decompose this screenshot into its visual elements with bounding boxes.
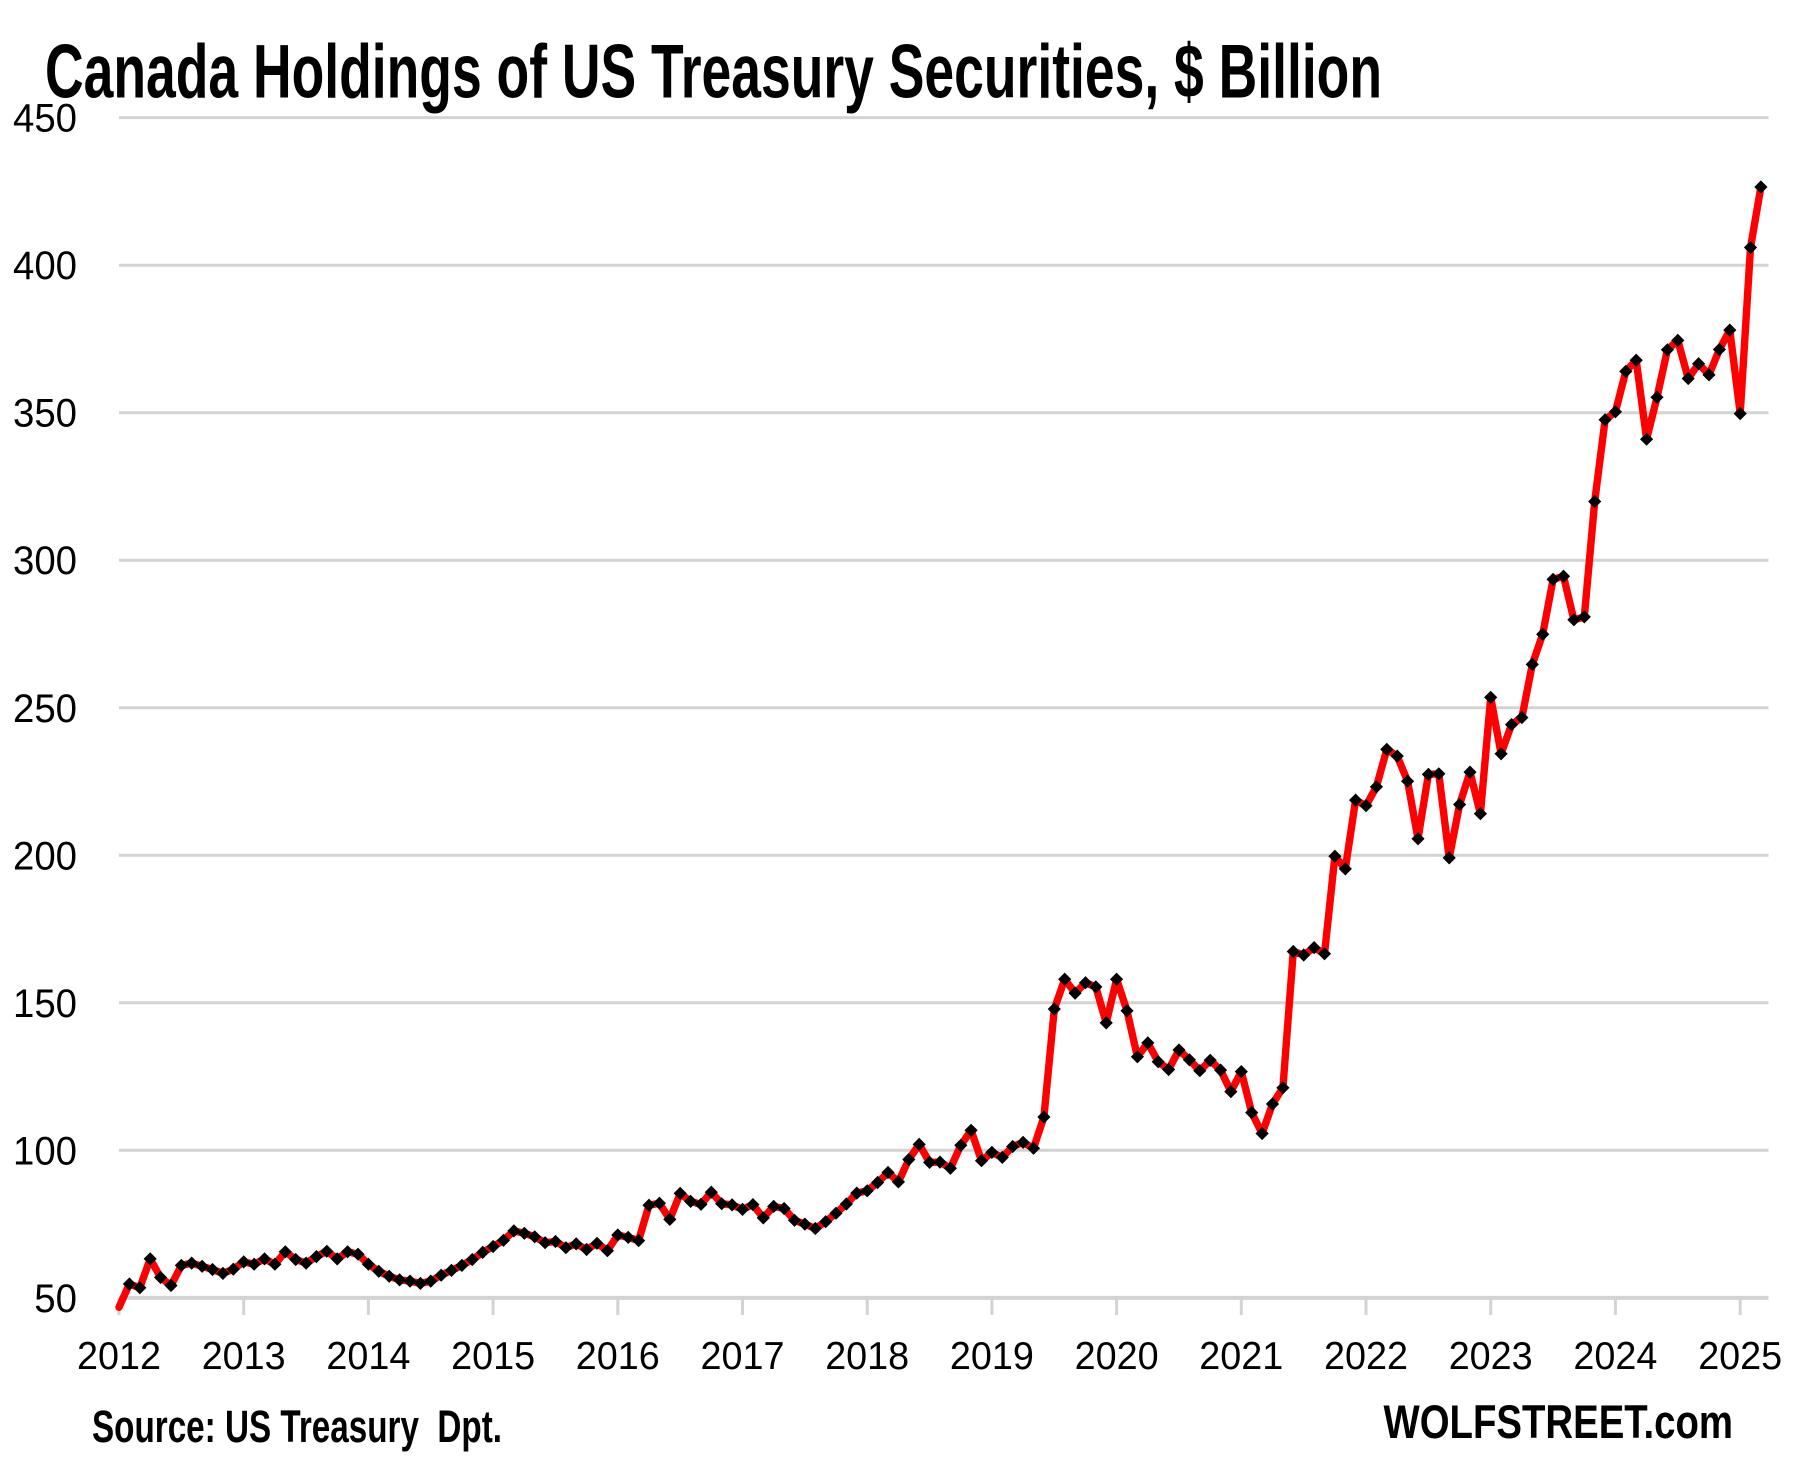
- svg-text:2013: 2013: [202, 1335, 286, 1378]
- svg-text:200: 200: [13, 834, 77, 878]
- svg-text:350: 350: [13, 392, 77, 436]
- svg-text:2012: 2012: [77, 1335, 161, 1378]
- svg-text:2022: 2022: [1324, 1335, 1408, 1378]
- svg-text:2015: 2015: [451, 1335, 535, 1378]
- svg-text:2017: 2017: [701, 1335, 785, 1378]
- svg-text:2014: 2014: [326, 1335, 410, 1378]
- svg-text:2023: 2023: [1449, 1335, 1533, 1378]
- svg-text:300: 300: [13, 539, 77, 583]
- svg-text:100: 100: [13, 1129, 77, 1173]
- svg-text:2024: 2024: [1573, 1335, 1657, 1378]
- svg-text:WOLFSTREET.com: WOLFSTREET.com: [1384, 1395, 1734, 1448]
- svg-text:2016: 2016: [576, 1335, 660, 1378]
- svg-text:150: 150: [13, 982, 77, 1026]
- svg-text:250: 250: [13, 687, 77, 731]
- svg-text:50: 50: [34, 1277, 77, 1321]
- svg-text:400: 400: [13, 244, 77, 288]
- svg-text:Canada Holdings of US Treasury: Canada Holdings of US Treasury Securitie…: [45, 30, 1382, 115]
- svg-text:2021: 2021: [1199, 1335, 1283, 1378]
- svg-text:Source: US Treasury Dpt.: Source: US Treasury Dpt.: [92, 1401, 502, 1452]
- svg-text:2020: 2020: [1075, 1335, 1159, 1378]
- svg-text:2018: 2018: [825, 1335, 909, 1378]
- svg-text:2019: 2019: [950, 1335, 1034, 1378]
- svg-text:2025: 2025: [1698, 1335, 1782, 1378]
- svg-text:450: 450: [13, 97, 77, 141]
